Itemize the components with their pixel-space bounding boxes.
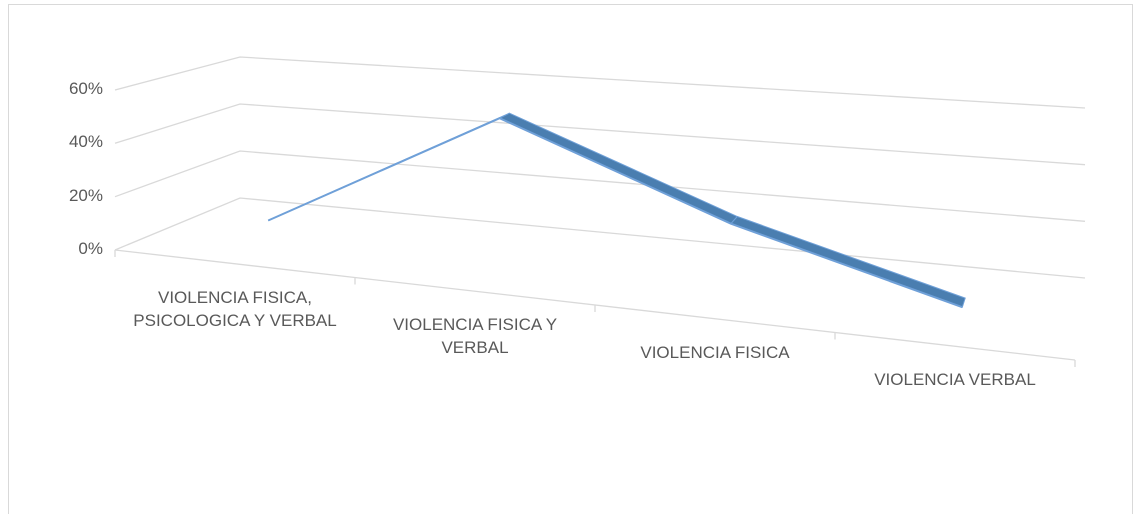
- x-tick-label: VIOLENCIA VERBAL: [874, 370, 1036, 390]
- y-tick-label: 60%: [68, 79, 103, 98]
- grid-line: [114, 56, 1086, 109]
- x-tick-label: VIOLENCIA FISICA: [640, 342, 790, 362]
- x-tick-label: VIOLENCIA FISICA Y VERBAL: [392, 315, 558, 358]
- y-tick-label: 20%: [68, 185, 103, 205]
- frame: [8, 4, 1133, 514]
- x-tick-label: VIOLENCIA FISICA, PSICOLOGICA Y VERBAL: [133, 287, 337, 330]
- grid-line: [114, 103, 1086, 166]
- ribbon-segment: [498, 112, 739, 225]
- line-edge: [267, 117, 963, 309]
- grid-line: [114, 150, 1086, 222]
- y-tick-label: 40%: [68, 132, 103, 152]
- y-tick-label: 0%: [78, 239, 103, 258]
- ribbon-segment: [730, 215, 966, 308]
- grid-line: [114, 197, 1086, 279]
